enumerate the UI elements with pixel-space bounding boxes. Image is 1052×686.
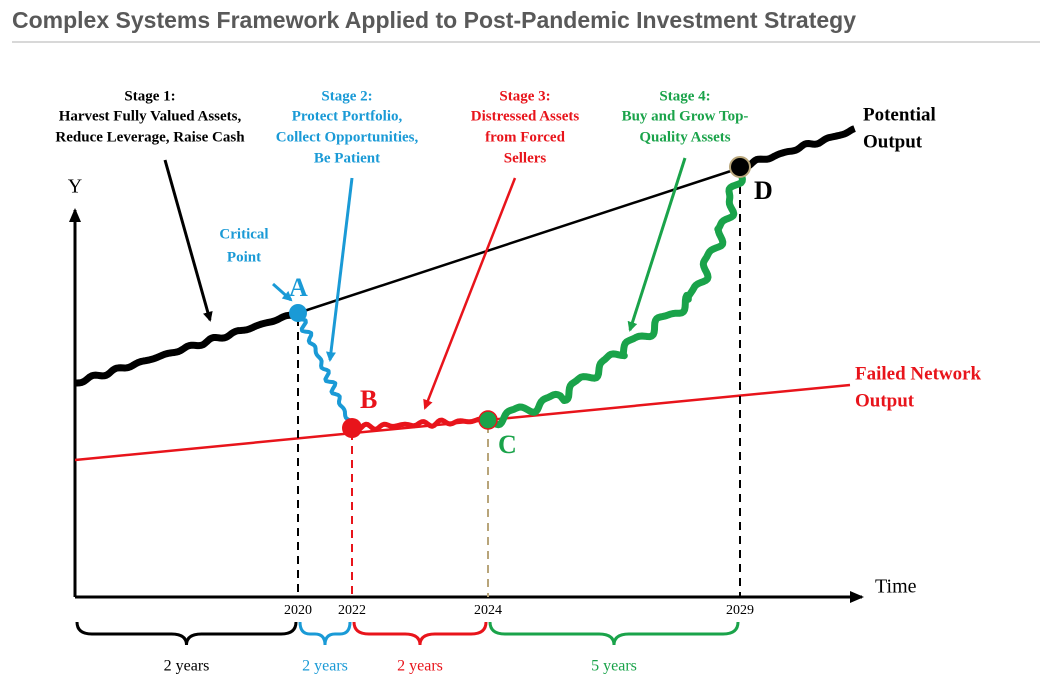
stage-text: Collect Opportunities, [276,129,419,145]
stage-heading: Stage 2: [321,88,372,104]
duration-label: 2 years [397,658,443,675]
brace [488,621,740,646]
x-axis-label: Time [875,576,917,598]
trend-line [297,166,741,315]
arrow [627,157,687,332]
brace [75,621,298,646]
arrow [272,282,293,302]
duration-label: 2 years [164,658,210,675]
stage-text: from Forced [485,129,565,145]
annotation: Point [227,249,261,265]
point-a [289,304,307,322]
stage-text: Quality Assets [639,129,730,145]
stage-text: Sellers [504,150,547,166]
curve-label: Output [855,390,915,411]
curve-label: Potential [863,104,936,125]
arrow [325,177,354,362]
stage-text: Buy and Grow Top- [622,108,749,124]
year-label: 2022 [338,603,366,618]
year-label: 2020 [284,603,312,618]
arrow [163,159,213,322]
wavy-curve [350,416,489,433]
arrow [423,177,517,410]
wavy-curve [486,171,746,429]
point-b [342,418,362,438]
curve-label: Output [863,131,923,152]
year-label: 2024 [474,603,502,618]
annotation: Critical [219,226,268,242]
brace [352,621,488,646]
year-label: 2029 [726,603,754,618]
title: Complex Systems Framework Applied to Pos… [12,7,856,33]
stage-heading: Stage 4: [659,88,710,104]
wavy-curve [73,311,300,387]
wavy-curve [294,312,354,430]
y-axis-label: Y [68,176,82,198]
point-d [729,156,751,178]
point-label: C [498,430,517,459]
stage-heading: Stage 3: [499,88,550,104]
stage-text: Reduce Leverage, Raise Cash [55,129,245,145]
point-label: D [754,176,773,205]
stage-heading: Stage 1: [124,88,175,104]
point-c [478,410,498,430]
stage-text: Harvest Fully Valued Assets, [59,108,242,124]
duration-label: 5 years [591,658,637,675]
duration-label: 2 years [302,658,348,675]
stage-text: Distressed Assets [471,108,580,124]
stage-text: Be Patient [314,150,380,166]
wavy-curve [738,125,857,171]
point-label: A [289,273,308,302]
stage-text: Protect Portfolio, [292,108,403,124]
curve-label: Failed Network [855,363,982,384]
point-label: B [360,385,377,414]
brace [298,621,352,646]
